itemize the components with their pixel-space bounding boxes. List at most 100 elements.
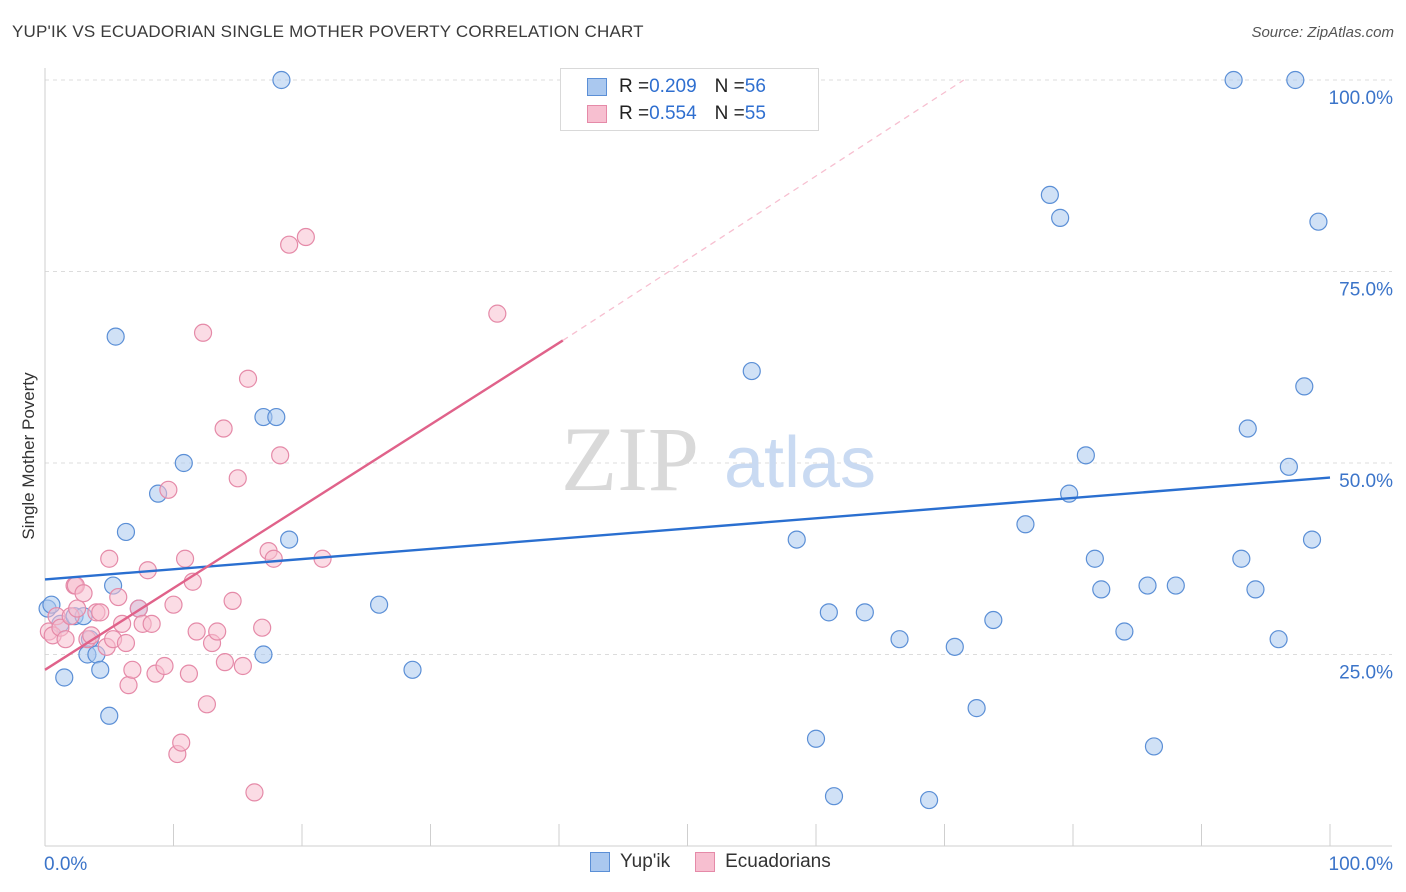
ecuadorian-point	[119, 676, 138, 695]
axes	[44, 68, 1392, 847]
yupik-point	[1085, 549, 1104, 568]
yupik-point	[370, 595, 389, 614]
yupik-point	[787, 530, 806, 549]
yupik-point	[984, 610, 1003, 630]
yupik-point	[890, 630, 909, 649]
yupik-point	[254, 645, 273, 664]
ecuadorian-point	[123, 660, 142, 679]
yupik-point	[116, 522, 136, 542]
x-tick-label: 0.0%	[44, 854, 87, 875]
yupik-point	[100, 706, 119, 725]
ecuadorian-point	[112, 614, 132, 633]
yupik-point	[1138, 576, 1157, 595]
yupik-point	[91, 660, 110, 679]
ecuadorian-trend-line	[44, 339, 564, 671]
yupik-point	[1279, 457, 1298, 476]
ecuadorian-point	[233, 656, 252, 676]
y-axis-title: Single Mother Poverty	[19, 372, 38, 540]
ecuadorian-point	[68, 599, 87, 618]
yupik-trend-line	[44, 476, 1331, 581]
yupik-point	[1166, 576, 1185, 595]
ecuadorian-point	[271, 446, 290, 465]
yupik-point	[1040, 185, 1059, 204]
ecuadorian-point	[245, 783, 264, 802]
x-tick-label: 100.0%	[1329, 854, 1394, 875]
legend-item-ecuadorians[interactable]: Ecuadorians	[695, 851, 831, 873]
chart-source: Source: ZipAtlas.com	[1251, 24, 1394, 41]
axis-labels: 25.0% 50.0% 75.0% 100.0% 0.0% 100.0% Single Mo…	[19, 88, 1393, 875]
ecuadorian-point	[215, 653, 234, 672]
yupik-point	[1076, 446, 1095, 465]
trend-lines	[44, 79, 1331, 671]
ecuadorian-point	[56, 630, 75, 649]
ecuadorian-point	[155, 656, 174, 676]
yupik-point	[1269, 630, 1288, 649]
watermark-zip: ZIP	[561, 408, 699, 510]
chart-title: YUP'IK VS ECUADORIAN SINGLE MOTHER POVER…	[12, 22, 644, 41]
legend-row-yupik: R = 0.209 N = 56	[587, 75, 766, 99]
ecuadorian-point	[193, 323, 213, 342]
legend-label: Yup'ik	[620, 851, 671, 872]
data-points	[38, 70, 1328, 810]
ecuadorian-swatch	[587, 105, 607, 123]
yupik-point	[1238, 419, 1257, 438]
yupik-point	[824, 787, 844, 806]
yupik-point	[1286, 70, 1305, 90]
ecuadorian-point	[91, 603, 110, 622]
ecuadorian-point	[109, 587, 128, 607]
n-value: 56	[744, 76, 766, 97]
grid-lines	[45, 79, 1392, 655]
y-tick-label: 100.0%	[1329, 88, 1394, 109]
yupik-point	[1295, 377, 1314, 396]
y-tick-label: 25.0%	[1339, 663, 1393, 684]
ecuadorian-point	[164, 595, 183, 614]
yupik-point	[1309, 212, 1328, 231]
yupik-swatch	[587, 78, 607, 96]
watermark-atlas: atlas	[724, 423, 876, 503]
ecuadorian-point	[142, 614, 161, 633]
ecuadorian-point	[197, 695, 217, 714]
ecuadorian-swatch	[695, 852, 716, 872]
legend-row-ecuadorians: R = 0.554 N = 55	[587, 102, 766, 126]
yupik-point	[1016, 515, 1035, 534]
yupik-point	[272, 70, 291, 90]
n-label: N =	[714, 103, 745, 124]
yupik-point	[919, 790, 939, 810]
ecuadorian-trend-extension	[562, 79, 965, 341]
yupik-point	[1224, 70, 1243, 90]
yupik-point	[1092, 580, 1111, 599]
yupik-point	[1246, 580, 1265, 599]
ecuadorian-point	[187, 622, 206, 641]
ecuadorian-point	[296, 227, 315, 247]
yupik-point	[174, 453, 193, 473]
ecuadorian-point	[214, 419, 233, 438]
ecuadorian-point	[238, 369, 258, 388]
yupik-point	[106, 327, 125, 346]
ecuadorian-point	[179, 664, 199, 683]
series-legend: Yup'ik Ecuadorians	[590, 851, 856, 873]
yupik-point	[855, 603, 874, 622]
ecuadorian-point	[175, 549, 195, 568]
yupik-point	[1115, 622, 1134, 641]
yupik-point	[945, 637, 964, 656]
ecuadorian-point	[74, 584, 93, 603]
correlation-legend: R = 0.209 N = 56 R = 0.554 N = 55	[560, 68, 819, 131]
yupik-point	[403, 660, 422, 679]
ecuadorian-point	[159, 480, 178, 499]
watermark: ZIP atlas	[561, 408, 876, 510]
yupik-point	[806, 729, 826, 748]
yupik-point	[267, 407, 286, 427]
ecuadorian-point	[488, 304, 507, 323]
n-label: N =	[714, 76, 745, 97]
y-tick-label: 75.0%	[1339, 280, 1393, 301]
yupik-point	[742, 361, 761, 381]
yupik-point	[280, 530, 299, 549]
legend-item-yupik[interactable]: Yup'ik	[590, 851, 670, 873]
ecuadorian-point	[116, 633, 136, 653]
ecuadorian-point	[223, 591, 242, 610]
yupik-swatch	[590, 852, 610, 872]
n-value: 55	[744, 103, 766, 124]
ecuadorian-point	[253, 618, 272, 637]
r-value: 0.209	[649, 76, 697, 97]
